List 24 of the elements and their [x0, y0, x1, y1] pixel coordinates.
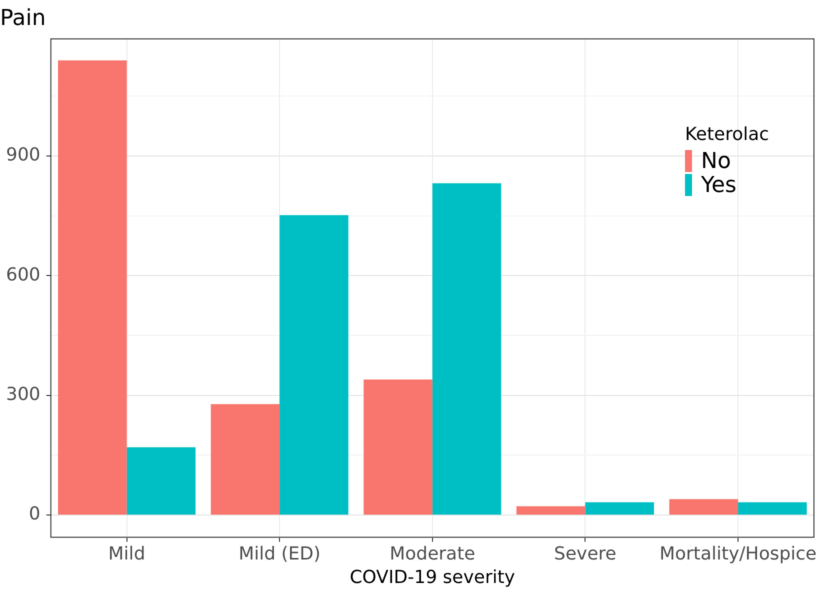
- bar: [669, 499, 738, 515]
- y-tick-label: 0: [28, 504, 40, 525]
- bar: [280, 215, 348, 515]
- bar: [432, 183, 502, 515]
- x-tick-label: Moderate: [390, 543, 476, 564]
- bar: [585, 502, 654, 515]
- legend-title: Keterolac: [685, 124, 770, 145]
- bar: [210, 404, 280, 515]
- chart-title: Pain: [0, 6, 46, 31]
- legend-label: No: [701, 148, 731, 174]
- bar: [364, 379, 432, 515]
- bar: [126, 447, 196, 515]
- legend-label: Yes: [701, 172, 737, 198]
- bar: [738, 502, 807, 515]
- x-tick-label: Severe: [554, 543, 616, 564]
- y-tick-label: 300: [6, 384, 40, 406]
- x-tick-label: Mild (ED): [238, 543, 321, 564]
- x-axis-title: COVID-19 severity: [350, 566, 516, 588]
- y-tick-label: 900: [6, 144, 40, 166]
- bar: [516, 506, 586, 515]
- y-tick-label: 600: [6, 264, 40, 286]
- x-tick-label: Mild: [108, 543, 146, 564]
- bar: [58, 60, 127, 515]
- x-tick-label: Mortality/Hospice: [659, 543, 817, 564]
